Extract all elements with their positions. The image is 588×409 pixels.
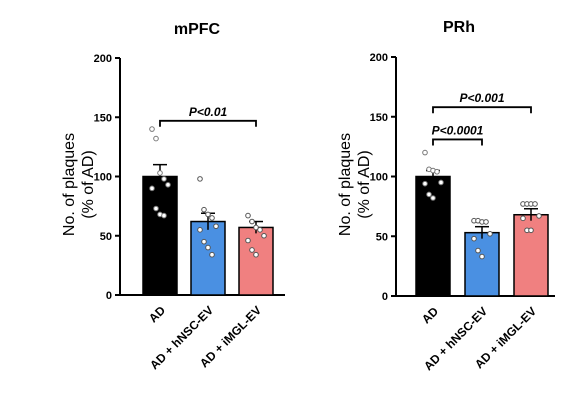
data-point (209, 215, 215, 221)
data-point (149, 185, 155, 192)
data-point (149, 126, 155, 132)
data-point (153, 135, 159, 142)
y-tick-label: 0 (382, 291, 388, 303)
data-point (201, 206, 207, 213)
significance-label: P<0.01 (189, 105, 228, 119)
data-point (245, 237, 251, 244)
data-point (201, 238, 207, 245)
significance-bracket (432, 138, 483, 146)
data-point (197, 176, 203, 182)
chart-title: PRh (443, 19, 475, 36)
data-point (483, 219, 489, 225)
bar (190, 220, 226, 296)
y-axis-label-line1: No. of plaques (61, 133, 78, 236)
x-category-label: AD (419, 304, 441, 326)
data-point (520, 215, 526, 222)
data-point (471, 235, 477, 242)
data-point (205, 244, 211, 251)
data-point (249, 218, 255, 225)
chart-1: PRh No. of plaques (% of AD) 0 50 100 150 200 AD… (337, 19, 555, 373)
bar (238, 226, 274, 296)
y-tick-label: 0 (106, 290, 112, 302)
y-axis-label-line2: (% of AD) (356, 150, 373, 218)
data-point (157, 170, 163, 176)
data-point (161, 212, 167, 219)
y-tick-label: 50 (376, 231, 388, 243)
data-point (475, 247, 481, 254)
y-tick-label: 150 (94, 112, 112, 124)
data-point (532, 201, 538, 207)
chart-title: mPFC (174, 21, 221, 38)
y-tick-label: 200 (94, 53, 112, 65)
data-point (536, 213, 542, 219)
data-point (430, 195, 436, 201)
data-point (205, 211, 211, 218)
bar (513, 213, 549, 297)
y-axis-label-line2: (% of AD) (80, 150, 97, 218)
bar (464, 231, 500, 297)
data-point (245, 212, 251, 219)
data-point (261, 232, 267, 239)
bar (142, 175, 178, 296)
data-point (249, 247, 255, 253)
data-point (153, 205, 159, 212)
y-tick-label: 50 (100, 231, 112, 243)
data-point (209, 251, 215, 258)
x-category-label: AD (146, 303, 168, 325)
data-point (426, 191, 432, 198)
y-tick-label: 100 (94, 172, 112, 184)
data-point (487, 231, 493, 237)
data-point (253, 224, 259, 231)
y-tick-label: 100 (370, 172, 388, 184)
y-tick-label: 150 (370, 112, 388, 124)
bar (415, 175, 451, 297)
y-axis-label-line1: No. of plaques (337, 133, 354, 236)
significance-label: P<0.0001 (432, 123, 484, 137)
chart-0: mPFC No. of plaques (% of AD) 0 50 100 150 200 A… (61, 21, 285, 372)
data-point (253, 251, 259, 258)
y-axis-label: No. of plaques (% of AD) (337, 133, 373, 236)
data-point (434, 168, 440, 175)
significance-bracket (432, 106, 532, 114)
data-point (422, 180, 428, 187)
y-axis-label: No. of plaques (% of AD) (61, 133, 97, 236)
data-point (161, 176, 167, 182)
significance-label: P<0.001 (459, 91, 504, 105)
data-point (213, 223, 219, 230)
y-tick-label: 200 (370, 52, 388, 64)
data-point (422, 149, 428, 156)
data-point (197, 227, 203, 233)
data-point (165, 181, 171, 188)
data-point (438, 179, 444, 186)
data-point (479, 253, 485, 260)
data-point (257, 227, 263, 233)
significance-bracket (159, 119, 257, 127)
data-point (528, 227, 534, 234)
